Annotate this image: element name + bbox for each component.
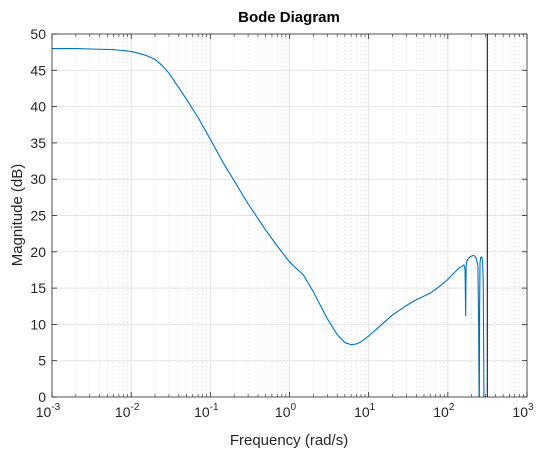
y-tick-label: 50 <box>30 26 46 42</box>
y-tick-label: 20 <box>30 244 46 260</box>
y-tick-label: 25 <box>30 208 46 224</box>
y-tick-label: 10 <box>30 316 46 332</box>
x-tick-label: 102 <box>433 402 455 420</box>
x-tick-label: 103 <box>512 402 534 420</box>
y-tick-label: 40 <box>30 99 46 115</box>
y-tick-label: 30 <box>30 171 46 187</box>
y-tick-label: 0 <box>38 389 46 405</box>
y-tick-label: 45 <box>30 62 46 78</box>
y-tick-label: 15 <box>30 280 46 296</box>
x-tick-label: 10-1 <box>194 402 219 420</box>
y-axis-label: Magnitude (dB) <box>9 164 26 267</box>
y-tick-label: 35 <box>30 135 46 151</box>
x-axis-label: Frequency (rad/s) <box>230 432 348 449</box>
x-tick-label: 100 <box>275 402 297 420</box>
x-tick-label: 101 <box>354 402 376 420</box>
x-tick-label: 10-2 <box>115 402 140 420</box>
y-tick-label: 5 <box>38 353 46 369</box>
x-tick-labels: 10-3 10-2 10-1 100 101 102 103 <box>36 402 534 420</box>
y-tick-labels: 0 5 10 15 20 25 30 35 40 45 50 <box>30 26 46 405</box>
chart-title: Bode Diagram <box>238 9 340 26</box>
